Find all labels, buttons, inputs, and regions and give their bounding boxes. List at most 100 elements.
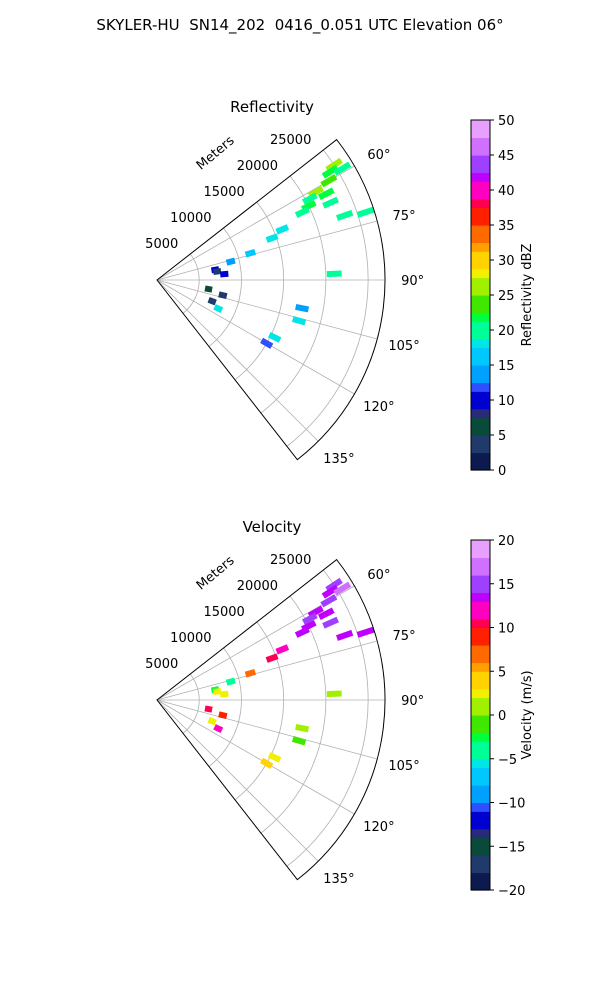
radar-gate [295, 724, 310, 733]
theta-gridline [156, 640, 378, 701]
sector-outline [156, 558, 386, 881]
theta-gridline [156, 279, 355, 395]
range-ring [286, 149, 369, 447]
colorbar-segment [471, 207, 490, 217]
theta-tick-label: 135° [323, 452, 354, 467]
radar-gate [322, 196, 339, 209]
colorbar-segment [471, 356, 490, 366]
radar-gate [267, 752, 282, 763]
radar-gate [244, 668, 256, 678]
colorbar-tick-label: −20 [498, 884, 525, 899]
colorbar-segment [471, 172, 490, 182]
colorbar-segment [471, 443, 490, 454]
range-ring [260, 175, 327, 414]
colorbar-tick-label: 35 [498, 219, 515, 234]
theta-gridline [156, 699, 355, 815]
colorbar-segment [471, 785, 490, 795]
colorbar-segment [471, 277, 490, 287]
theta-gridline [156, 279, 378, 340]
colorbar-segment [471, 793, 490, 804]
velocity-panel: Velocity 60° 75° 90° 105° 120° 135° 5000 10000 1… [145, 518, 535, 899]
range-tick-label: 5000 [145, 237, 178, 252]
colorbar-segment [471, 662, 490, 672]
colorbar-segment [471, 435, 490, 445]
theta-tick-label: 75° [393, 209, 416, 224]
figure-title: SKYLER-HU SN14_202 0416_0.051 UTC Elevat… [96, 16, 504, 34]
colorbar-tick-label: 10 [498, 394, 515, 409]
radar-gate [321, 584, 339, 599]
radar-gate [317, 187, 335, 200]
colorbar-segment [471, 872, 490, 882]
colorbar-segment [471, 618, 490, 629]
colorbar-tick-label: 50 [498, 114, 515, 129]
range-tick-label: 20000 [237, 579, 278, 594]
colorbar-segment [471, 557, 490, 567]
velocity-panel-title: Velocity [243, 518, 302, 536]
colorbar-tick-label: 0 [498, 464, 506, 479]
colorbar-segment [471, 251, 490, 261]
theta-tick-label: 105° [388, 759, 419, 774]
radar-gate [333, 581, 352, 596]
colorbar-tick-label: 20 [498, 534, 515, 549]
radar-gate [301, 192, 318, 205]
velocity-polar-plot: 60° 75° 90° 105° 120° 135° 5000 10000 15000 20000… [145, 553, 424, 887]
radar-gate [267, 332, 282, 343]
radar-gate [218, 291, 228, 300]
colorbar-tick-label: 5 [498, 665, 506, 680]
colorbar-segment [471, 881, 490, 891]
range-tick-label: 15000 [203, 605, 244, 620]
colorbar-segment [471, 330, 490, 340]
range-tick-label: 10000 [170, 211, 211, 226]
colorbar-segment [471, 365, 490, 375]
colorbar-segment [471, 120, 490, 130]
range-tick-label: 15000 [203, 185, 244, 200]
colorbar-segment [471, 575, 490, 585]
theta-tick-label: 60° [367, 148, 390, 163]
range-tick-label: 25000 [270, 133, 311, 148]
radar-gate [333, 161, 352, 176]
colorbar-tick-label: 0 [498, 709, 506, 724]
colorbar-tick-label: 15 [498, 359, 515, 374]
colorbar-segment [471, 540, 490, 550]
theta-tick-label: 60° [367, 568, 390, 583]
colorbar-segment [471, 426, 490, 436]
colorbar-segment [471, 338, 490, 349]
radar-gate [207, 717, 217, 726]
theta-gridline [156, 699, 378, 760]
radar-gate [260, 757, 274, 769]
colorbar-segment [471, 767, 490, 777]
range-ring [286, 569, 369, 867]
range-ring [208, 227, 242, 347]
theta-tick-label: 120° [363, 400, 394, 415]
reflectivity-colorbar: 0 5 10 15 20 25 30 35 40 45 50 Reflectivity dBZ [470, 114, 535, 479]
colorbar-segment [471, 128, 490, 139]
radar-gate [212, 688, 222, 696]
radar-gate [291, 316, 307, 326]
colorbar-segment [471, 592, 490, 602]
radar-gate [260, 337, 274, 349]
colorbar-segment [471, 680, 490, 690]
colorbar-segment [471, 583, 490, 594]
sector-outline [156, 138, 386, 461]
colorbar-segment [471, 312, 490, 322]
theta-gridline [156, 220, 378, 281]
colorbar-tick-label: 40 [498, 184, 515, 199]
colorbar-segment [471, 321, 490, 331]
radar-gate [212, 268, 222, 276]
colorbar-segment [471, 627, 490, 637]
colorbar-label: Reflectivity dBZ [520, 244, 535, 347]
colorbar-segment [471, 566, 490, 576]
range-axis-label: Meters [194, 553, 238, 593]
colorbar-segment [471, 216, 490, 226]
radar-gate [291, 736, 307, 746]
theta-tick-label: 120° [363, 820, 394, 835]
colorbar-segment [471, 295, 490, 305]
theta-tick-label: 135° [323, 872, 354, 887]
colorbar-segment [471, 137, 490, 147]
colorbar-segment [471, 198, 490, 209]
colorbar-segment [471, 461, 490, 471]
colorbar-segment [471, 828, 490, 839]
colorbar-segment [471, 688, 490, 699]
colorbar-segment [471, 303, 490, 314]
